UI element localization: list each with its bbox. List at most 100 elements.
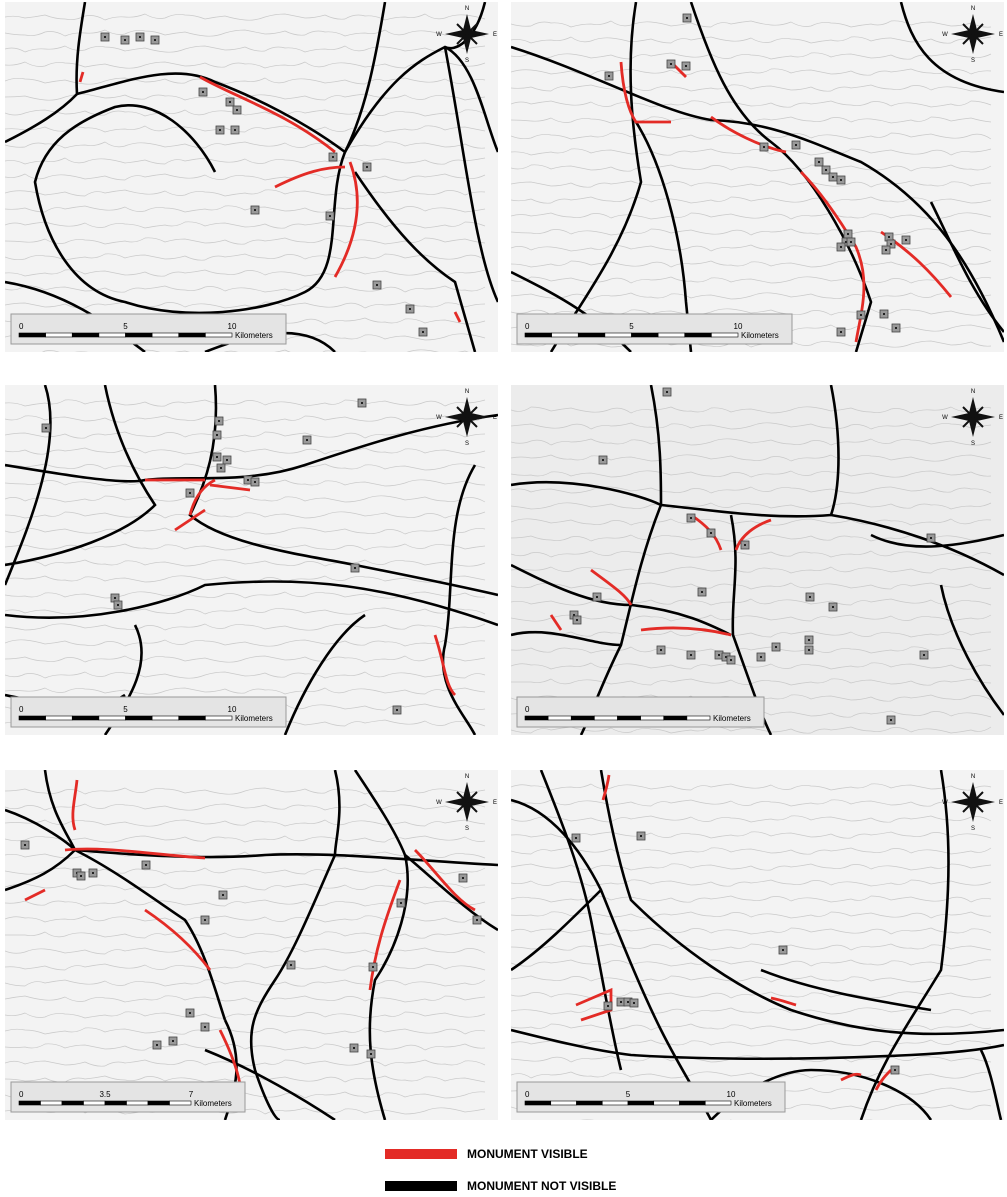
monument-dot xyxy=(361,402,363,404)
monument-dot xyxy=(890,719,892,721)
monument-dot xyxy=(710,532,712,534)
scale-label: 5 xyxy=(123,322,128,331)
scale-segment xyxy=(618,716,641,720)
monument-dot xyxy=(306,439,308,441)
figure: MONUMENT VISIBLE MONUMENT NOT VISIBLE NS… xyxy=(0,0,1007,1197)
scale-segment xyxy=(84,1101,106,1105)
scale-label: 10 xyxy=(734,322,743,331)
compass-label: S xyxy=(971,441,975,447)
monument-dot xyxy=(730,659,732,661)
monument-dot xyxy=(219,129,221,131)
monument-dot xyxy=(462,877,464,879)
scale-label: 3.5 xyxy=(99,1090,111,1099)
scale-segment xyxy=(552,333,579,337)
scale-segment xyxy=(152,716,179,720)
compass-label: S xyxy=(971,58,975,64)
monument-dot xyxy=(156,1044,158,1046)
compass-label: E xyxy=(999,32,1003,38)
scale-segment xyxy=(127,1101,149,1105)
scale-segment xyxy=(628,1101,654,1105)
scale-segment xyxy=(41,1101,63,1105)
monument-dot xyxy=(690,654,692,656)
scale-label: 5 xyxy=(629,322,634,331)
monument-dot xyxy=(139,36,141,38)
scale-segment xyxy=(179,716,206,720)
scale-segment xyxy=(594,716,617,720)
scale-unit: Kilometers xyxy=(734,1099,772,1108)
scale-label: 10 xyxy=(228,322,237,331)
compass-label: N xyxy=(465,6,469,12)
monument-dot xyxy=(254,481,256,483)
monument-dot xyxy=(686,17,688,19)
monument-dot xyxy=(218,420,220,422)
monument-dot xyxy=(45,427,47,429)
scale-label: 5 xyxy=(626,1090,631,1099)
monument-dot xyxy=(809,596,811,598)
monument-dot xyxy=(840,331,842,333)
scale-segment xyxy=(99,333,126,337)
monument-dot xyxy=(850,241,852,243)
monument-dot xyxy=(627,1001,629,1003)
monument-dot xyxy=(666,391,668,393)
legend-swatch xyxy=(385,1149,457,1159)
monument-dot xyxy=(226,459,228,461)
monument-dot xyxy=(376,284,378,286)
compass-label: N xyxy=(971,774,975,780)
monument-dot xyxy=(620,1001,622,1003)
scale-segment xyxy=(577,1101,603,1105)
monument-dot xyxy=(92,872,94,874)
monument-dot xyxy=(825,169,827,171)
compass-label: S xyxy=(465,826,469,832)
compass-label: W xyxy=(942,32,948,38)
scale-segment xyxy=(705,1101,731,1105)
map-panel: NSEW0510Kilometers xyxy=(511,770,1004,1120)
scale-segment xyxy=(126,716,153,720)
monument-dot xyxy=(905,239,907,241)
monument-dot xyxy=(234,129,236,131)
scale-segment xyxy=(641,716,664,720)
monument-dot xyxy=(247,479,249,481)
scale-segment xyxy=(664,716,687,720)
scale-segment xyxy=(525,716,548,720)
monument-dot xyxy=(476,919,478,921)
monument-dot xyxy=(236,109,238,111)
monument-dot xyxy=(172,1040,174,1042)
scale-label: 10 xyxy=(727,1090,736,1099)
scale-segment xyxy=(602,1101,628,1105)
monument-dot xyxy=(400,902,402,904)
map-background xyxy=(511,770,1004,1120)
compass-label: S xyxy=(465,58,469,64)
scale-segment xyxy=(170,1101,192,1105)
scale-segment xyxy=(152,333,179,337)
monument-dot xyxy=(808,639,810,641)
compass-label: W xyxy=(942,415,948,421)
monument-dot xyxy=(840,179,842,181)
scale-segment xyxy=(551,1101,577,1105)
monument-dot xyxy=(763,146,765,148)
monument-dot xyxy=(290,964,292,966)
scale-segment xyxy=(578,333,605,337)
monument-dot xyxy=(24,844,26,846)
monument-dot xyxy=(832,176,834,178)
legend-item: MONUMENT VISIBLE xyxy=(385,1147,588,1161)
monument-dot xyxy=(690,517,692,519)
scale-unit: Kilometers xyxy=(194,1099,232,1108)
monument-dot xyxy=(760,656,762,658)
scale-unit: Kilometers xyxy=(713,714,751,723)
scale-segment xyxy=(632,333,659,337)
monument-dot xyxy=(204,1026,206,1028)
monument-dot xyxy=(832,606,834,608)
monument-dot xyxy=(204,919,206,921)
monument-dot xyxy=(923,654,925,656)
monument-dot xyxy=(104,36,106,38)
monument-dot xyxy=(189,492,191,494)
monument-dot xyxy=(602,459,604,461)
scale-segment xyxy=(99,716,126,720)
scale-label: 5 xyxy=(123,705,128,714)
compass-label: S xyxy=(971,826,975,832)
scale-segment xyxy=(205,716,232,720)
monument-dot xyxy=(685,65,687,67)
map-panel: NSEW0510Kilometers xyxy=(511,2,1004,352)
scale-segment xyxy=(658,333,685,337)
